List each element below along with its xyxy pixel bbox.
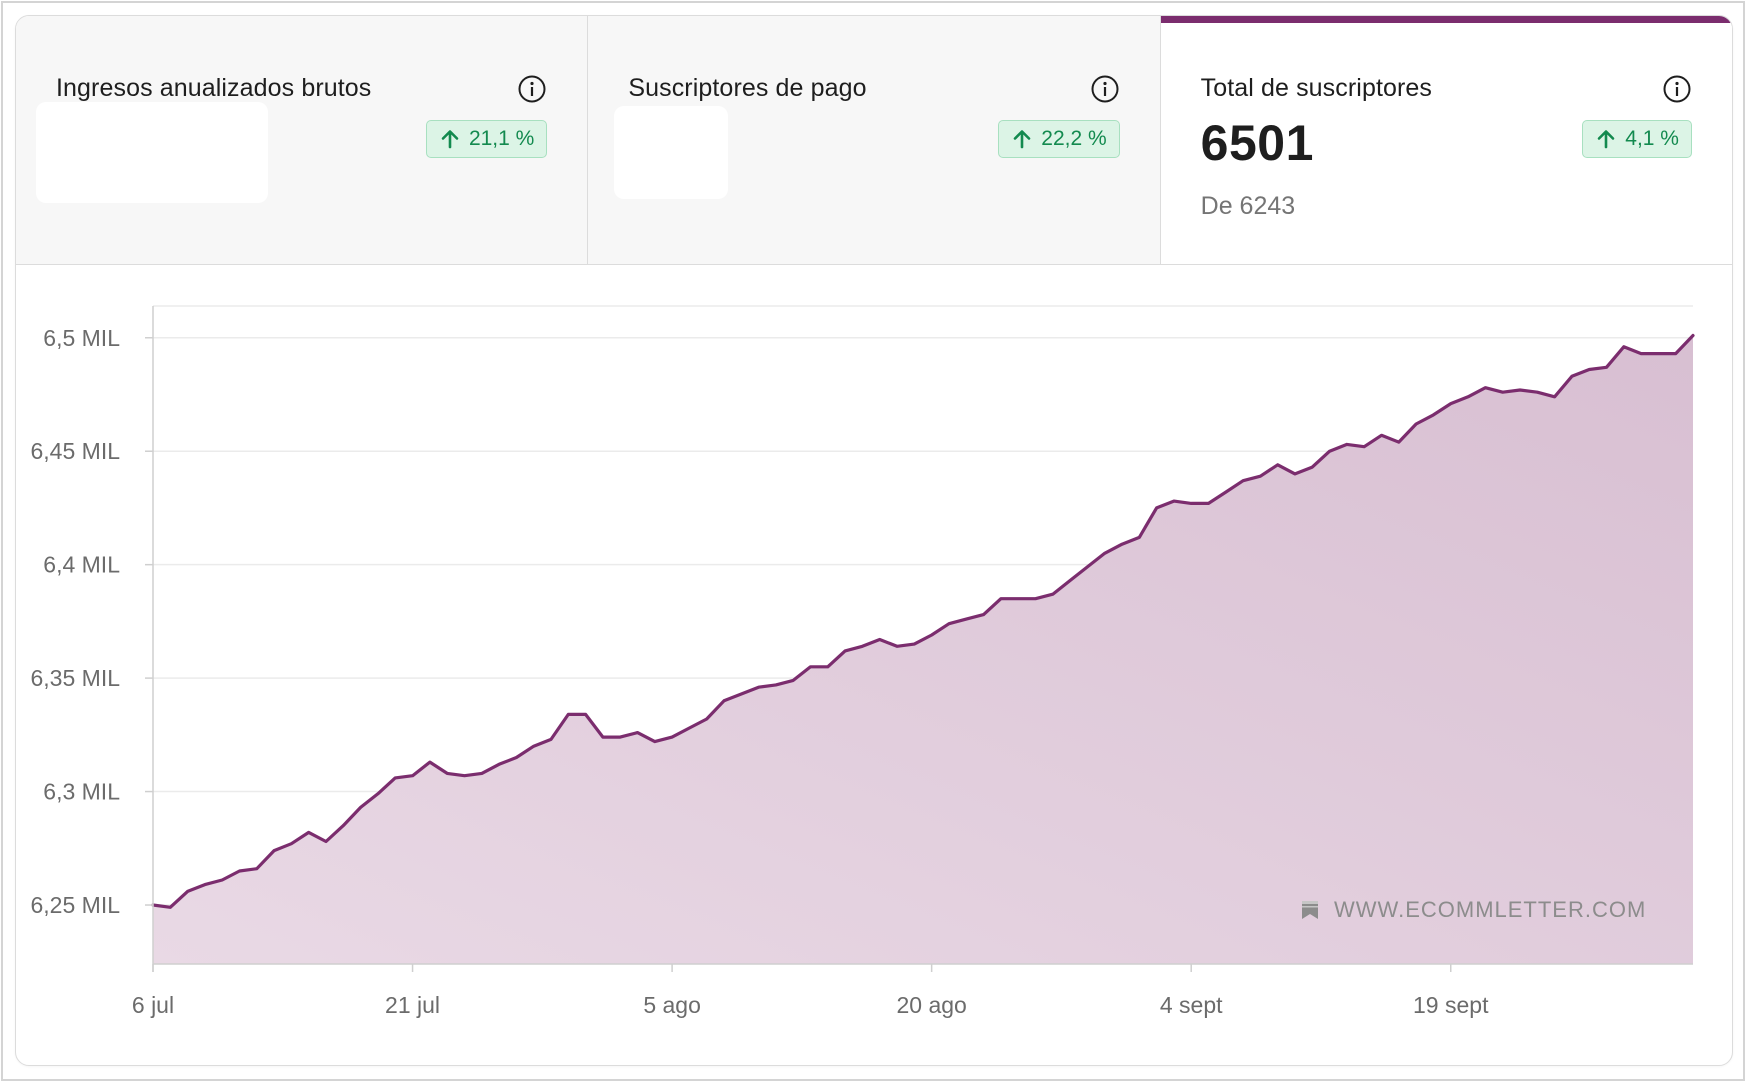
y-tick-label: 6,5 MIL <box>43 325 120 351</box>
info-icon[interactable] <box>1662 74 1692 104</box>
delta-badge: 4,1 % <box>1582 120 1692 158</box>
y-tick-label: 6,45 MIL <box>31 438 121 464</box>
x-tick-label: 4 sept <box>1160 992 1223 1018</box>
y-tick-label: 6,25 MIL <box>31 892 121 918</box>
watermark: WWW.ECOMMLETTER.COM <box>1300 897 1646 923</box>
tab-total-subscribers[interactable]: Total de suscriptores 6501 De 6243 4,1 % <box>1160 16 1732 264</box>
x-tick-label: 19 sept <box>1413 992 1489 1018</box>
tick-labels: 6,25 MIL 6,3 MIL 6,35 MIL 6,4 MIL 6,45 MIL 6,… <box>31 325 1490 1018</box>
y-tick-label: 6,35 MIL <box>31 665 121 691</box>
metric-value: 6501 <box>1200 115 1314 171</box>
x-tick-label: 20 ago <box>896 992 966 1018</box>
tab-title: Ingresos anualizados brutos <box>56 74 372 102</box>
info-icon[interactable] <box>517 74 547 104</box>
x-tick-label: 6 jul <box>132 992 174 1018</box>
series-area <box>153 335 1693 964</box>
series-line <box>151 333 1695 909</box>
value-placeholder <box>36 102 268 203</box>
tab-title: Suscriptores de pago <box>628 74 867 102</box>
delta-value: 4,1 % <box>1625 127 1679 150</box>
tab-paid-subscribers[interactable]: Suscriptores de pago 22,2 % <box>588 16 1161 264</box>
area-layer <box>151 333 1695 964</box>
bookmark-icon <box>1302 901 1318 919</box>
y-tick-label: 6,3 MIL <box>43 779 120 805</box>
delta-badge: 22,2 % <box>998 120 1120 158</box>
delta-value: 22,2 % <box>1041 127 1107 150</box>
active-tab-indicator <box>1160 16 1732 23</box>
x-tick-label: 5 ago <box>643 992 701 1018</box>
previous-value: De 6243 <box>1200 192 1296 220</box>
tab-gross-annualized-revenue[interactable]: Ingresos anualizados brutos 21,1 % <box>16 16 589 264</box>
axes <box>145 306 1693 972</box>
x-tick-label: 21 jul <box>385 992 440 1018</box>
info-icon[interactable] <box>1090 74 1120 104</box>
watermark-text: WWW.ECOMMLETTER.COM <box>1334 897 1647 922</box>
arrow-up-icon <box>1013 130 1031 149</box>
delta-value: 21,1 % <box>468 127 535 150</box>
metric-tabs: Ingresos anualizados brutos 21,1 % Suscr… <box>16 16 1732 265</box>
value-placeholder <box>614 106 729 199</box>
delta-badge: 21,1 % <box>425 120 548 158</box>
arrow-up-icon <box>1597 130 1615 149</box>
y-tick-label: 6,4 MIL <box>43 552 120 578</box>
arrow-up-icon <box>441 130 459 149</box>
tab-title: Total de suscriptores <box>1200 74 1433 102</box>
